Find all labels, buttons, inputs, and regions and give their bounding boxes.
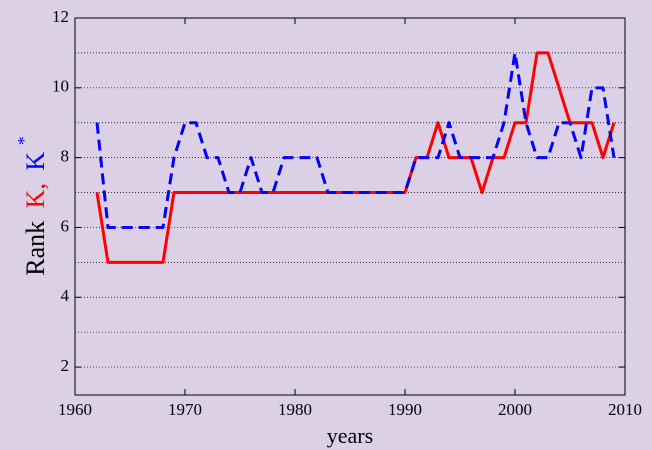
x-tick-label: 2000 <box>498 400 532 419</box>
y-label-part: * <box>14 136 34 145</box>
plot-frame <box>74 17 626 396</box>
data-line <box>95 51 616 229</box>
x-axis-label: years <box>327 423 373 448</box>
y-tick-label: 6 <box>61 216 70 235</box>
y-tick-label: 2 <box>61 356 70 375</box>
data-line <box>95 51 616 264</box>
y-tick-label: 10 <box>52 77 69 96</box>
y-axis-label: Rank K, K * <box>14 136 50 275</box>
x-tick-label: 1990 <box>388 400 422 419</box>
y-label-part: K <box>21 152 50 171</box>
y-tick-label: 4 <box>61 286 70 305</box>
y-tick-label: 8 <box>61 147 70 166</box>
x-tick-label: 1980 <box>278 400 312 419</box>
x-tick-label: 1960 <box>58 400 92 419</box>
x-tick-label: 2010 <box>608 400 642 419</box>
y-label-part: Rank <box>21 221 50 276</box>
y-tick-label: 12 <box>52 7 69 26</box>
y-label-part: K, <box>21 183 50 208</box>
x-tick-label: 1970 <box>168 400 202 419</box>
